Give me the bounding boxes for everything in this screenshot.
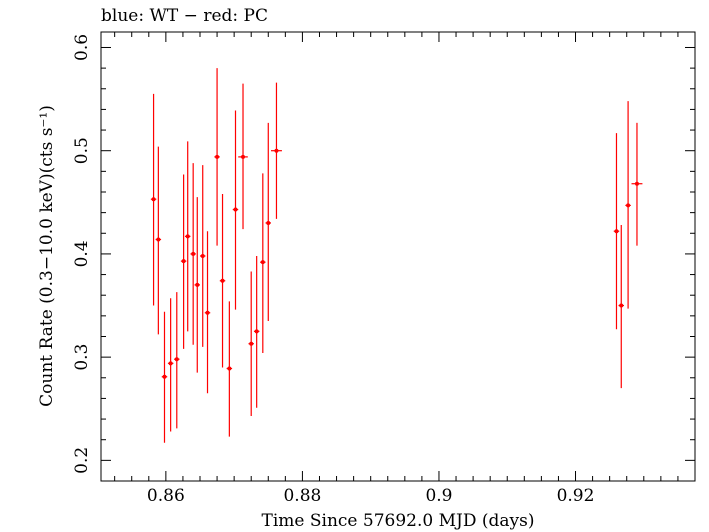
- data-point: [226, 301, 233, 437]
- point-marker: [274, 148, 279, 153]
- data-point: [232, 110, 239, 310]
- point-marker: [185, 234, 190, 239]
- data-point: [155, 146, 162, 335]
- data-point: [618, 225, 624, 389]
- data-point: [167, 298, 174, 432]
- point-marker: [249, 341, 254, 346]
- point-marker: [151, 197, 156, 202]
- point-marker: [626, 203, 631, 208]
- plot-frame: [100, 31, 696, 482]
- point-marker: [254, 329, 259, 334]
- chart-title: blue: WT − red: PC: [101, 6, 268, 26]
- data-point: [219, 194, 226, 368]
- point-marker: [205, 310, 210, 315]
- point-marker: [191, 251, 196, 256]
- point-marker: [162, 374, 167, 379]
- data-point: [625, 101, 631, 309]
- point-marker: [634, 181, 639, 186]
- point-marker: [227, 366, 232, 371]
- data-point: [184, 141, 191, 332]
- point-marker: [195, 282, 200, 287]
- axis-tick-labels: 0.86 0.88 0.9 0.92 0.2 0.3 0.4 0.5 0.6: [72, 34, 594, 506]
- point-marker: [233, 207, 238, 212]
- point-marker: [241, 154, 246, 159]
- data-points: [150, 68, 643, 443]
- x-tick-label: 0.9: [425, 486, 452, 506]
- x-tick-label: 0.92: [557, 486, 595, 506]
- data-point: [194, 197, 200, 373]
- y-tick-label: 0.5: [72, 137, 92, 164]
- data-point: [271, 82, 282, 219]
- y-tick-label: 0.3: [72, 344, 92, 371]
- x-tick-label: 0.86: [147, 486, 185, 506]
- point-marker: [200, 253, 205, 258]
- data-point: [260, 173, 266, 354]
- y-tick-label: 0.4: [72, 240, 92, 267]
- point-marker: [174, 357, 179, 362]
- y-tick-label: 0.2: [72, 447, 92, 474]
- data-point: [631, 122, 643, 246]
- point-marker: [181, 259, 186, 264]
- data-point: [253, 255, 260, 408]
- point-marker: [220, 278, 225, 283]
- point-marker: [619, 303, 624, 308]
- data-point: [613, 133, 620, 330]
- point-marker: [168, 361, 173, 366]
- y-axis-label: Count Rate (0.3−10.0 keV)(cts s⁻¹): [37, 105, 57, 407]
- point-marker: [215, 154, 220, 159]
- point-marker: [266, 220, 271, 225]
- data-point: [150, 93, 157, 306]
- data-point: [174, 292, 180, 429]
- y-tick-label: 0.6: [72, 34, 92, 61]
- axis-ticks: [101, 32, 696, 482]
- point-marker: [614, 229, 619, 234]
- data-point: [214, 68, 220, 246]
- data-point: [180, 174, 187, 349]
- data-point: [248, 271, 254, 416]
- data-point: [200, 165, 206, 347]
- data-point: [238, 83, 248, 230]
- data-point: [204, 231, 211, 394]
- x-tick-label: 0.88: [283, 486, 321, 506]
- data-point: [161, 311, 168, 443]
- data-point: [190, 163, 196, 345]
- point-marker: [260, 260, 265, 265]
- x-axis-label: Time Since 57692.0 MJD (days): [262, 511, 535, 531]
- data-point: [265, 122, 272, 322]
- point-marker: [156, 237, 161, 242]
